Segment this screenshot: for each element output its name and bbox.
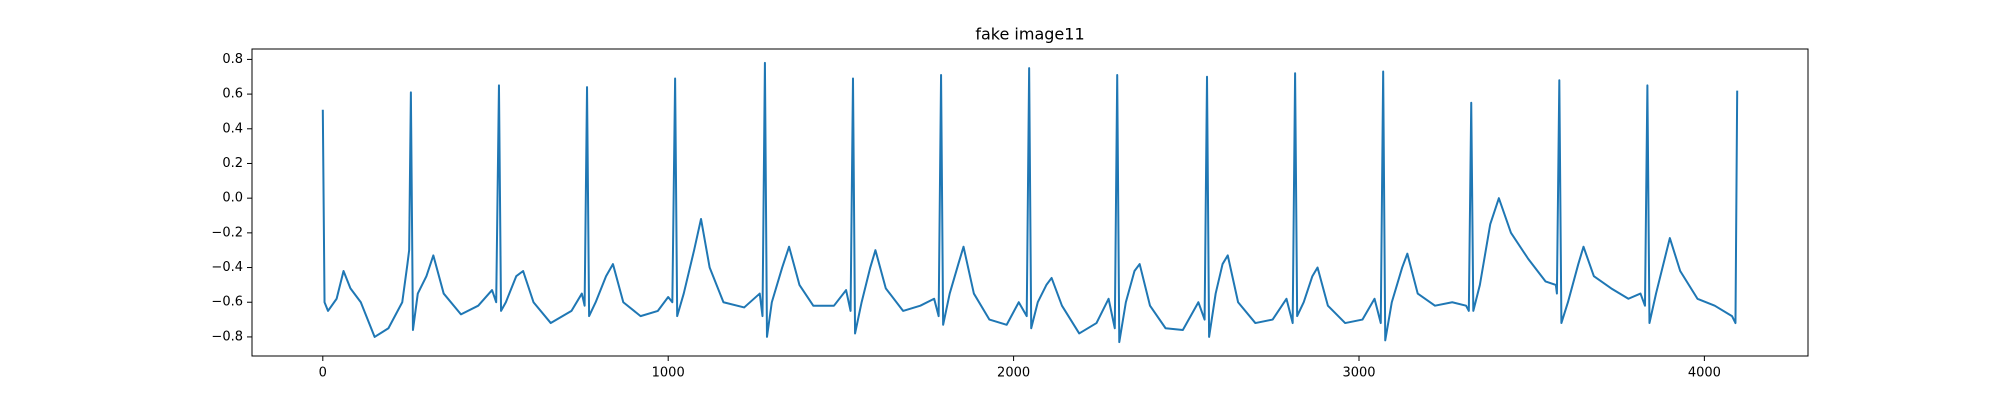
plot-frame (251, 48, 1809, 357)
y-tick-label: −0.8 (211, 329, 243, 344)
x-tick-label: 1000 (652, 366, 685, 381)
y-tick-label: −0.4 (211, 260, 243, 275)
x-tick-label: 2000 (997, 366, 1030, 381)
y-tick-label: 0.2 (222, 156, 243, 171)
data-line (321, 61, 1739, 344)
y-tick-label: −0.2 (211, 225, 243, 240)
chart-title: fake image11 (975, 25, 1084, 44)
y-tick-label: 0.6 (222, 87, 243, 102)
y-tick-label: −0.6 (211, 295, 243, 310)
y-tick-label: 0.0 (222, 191, 243, 206)
x-tick-label: 0 (319, 366, 327, 381)
y-tick-label: 0.8 (222, 52, 243, 67)
y-tick-label: 0.4 (222, 121, 243, 136)
x-tick-label: 3000 (1342, 366, 1375, 381)
x-tick-label: 4000 (1688, 366, 1721, 381)
